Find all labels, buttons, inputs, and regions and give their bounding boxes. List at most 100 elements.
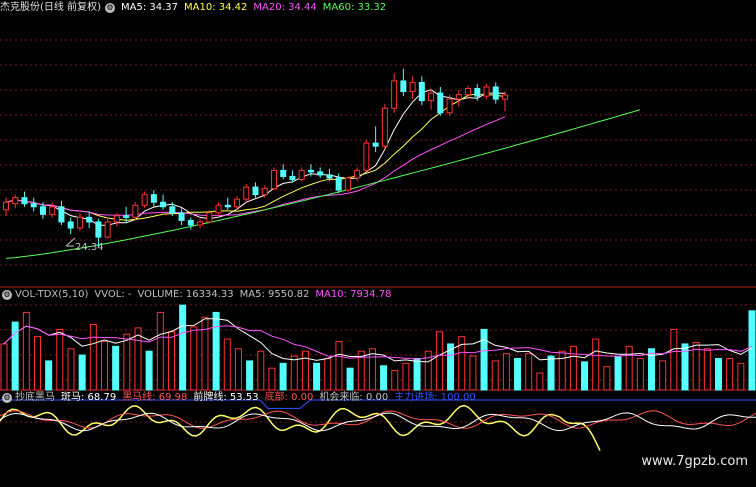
settings-gear-icon[interactable]: ⚙ — [2, 289, 12, 300]
volume-bar — [480, 328, 488, 391]
ma5-line — [5, 89, 506, 226]
volume-bar — [134, 327, 142, 391]
volume-bar — [78, 354, 86, 391]
candle-body — [224, 204, 231, 208]
volume-bar — [469, 355, 477, 391]
volume_panel-legend-item: MA5: 9550.82 — [239, 289, 310, 300]
candle-body — [400, 80, 407, 93]
low-price-marker: 24.34 — [65, 237, 104, 253]
indicator_panel-legend-item: 主力进场: 100.00 — [394, 392, 476, 403]
candle-body — [141, 194, 148, 206]
candle-body — [474, 88, 481, 97]
low-price-label: 24.34 — [75, 242, 104, 253]
candle-body — [215, 204, 222, 214]
volume-average-lines — [3, 318, 753, 363]
volume-bar — [502, 353, 510, 391]
candle-body — [428, 92, 435, 102]
price-legend: 杰克股份(日线 前复权) ⚙ MA5: 34.37 MA10: 34.42 MA20… — [0, 0, 386, 15]
price_panel-legend-item: MA5: 34.37 — [120, 2, 178, 13]
candle-body — [391, 80, 398, 109]
price_panel-legend-item: MA10: 34.42 — [184, 2, 248, 13]
candlesticks — [3, 68, 508, 248]
volume-bar — [301, 350, 309, 391]
ma10-line — [5, 93, 506, 221]
watermark: www.7gpzb.com — [641, 454, 748, 469]
candle-body — [270, 169, 277, 190]
main-force-line — [0, 399, 756, 409]
volume-bar — [33, 336, 41, 391]
volume-bar — [703, 348, 711, 391]
volume-bar — [681, 343, 689, 391]
candle-body — [298, 169, 305, 180]
volume-bar — [569, 345, 577, 391]
volume-bar — [179, 304, 187, 391]
candle-body — [307, 169, 314, 173]
candle-body — [169, 206, 176, 214]
candle-body — [206, 212, 213, 223]
volume-bar — [726, 357, 734, 391]
volume-bar — [648, 348, 656, 391]
volume-bar — [201, 316, 209, 391]
volume-bar — [279, 362, 287, 391]
volume-bar — [212, 311, 220, 391]
volume-bar — [603, 366, 611, 391]
volume-bar — [368, 348, 376, 391]
volume-bar — [22, 311, 30, 391]
candle-body — [354, 169, 361, 179]
volume-bar — [67, 348, 75, 391]
volume-bar — [156, 311, 164, 391]
volume-bar — [536, 372, 544, 391]
candle-body — [234, 198, 241, 208]
ma60-line — [5, 109, 641, 259]
candle-body — [30, 203, 37, 208]
candle-body — [502, 94, 508, 100]
volume-bar — [391, 370, 399, 391]
indicator_panel-legend-item: 底部: 0.00 — [264, 392, 314, 403]
candle-body — [39, 206, 46, 215]
volume-bar — [547, 355, 555, 391]
settings-gear-icon[interactable]: ⚙ — [2, 392, 12, 403]
indicator_panel-legend-item: 斑马: 68.79 — [61, 392, 117, 403]
volume-bar — [246, 360, 254, 391]
volume-title: VOL-TDX(5,10) — [15, 289, 89, 300]
candle-body — [58, 206, 65, 223]
candle-body — [465, 88, 472, 96]
volume-bar — [112, 345, 120, 391]
candle-body — [67, 221, 74, 229]
candle-body — [113, 215, 120, 223]
candle-body — [104, 221, 111, 238]
volume-bar — [313, 362, 321, 391]
volume-bar — [89, 324, 97, 391]
candle-body — [132, 204, 139, 218]
volume-bar — [402, 362, 410, 391]
volume-bar — [234, 348, 242, 391]
volume-bar — [581, 361, 589, 391]
candle-body — [49, 206, 56, 215]
indicator-legend: ⚙ 抄底黑马 斑马: 68.79 黑马线: 69.98 前牌线: 53.53 底部: … — [0, 390, 476, 405]
volume-bar — [659, 360, 667, 391]
volume-bar — [100, 341, 108, 391]
volume-ma10-line — [3, 325, 753, 360]
candle-body — [326, 174, 333, 179]
black-horse-line — [0, 410, 756, 429]
volume-bar — [525, 353, 533, 391]
volume-bar — [424, 350, 432, 391]
volume-bar — [190, 326, 198, 391]
volume-bar — [614, 356, 622, 391]
candle-body — [280, 169, 287, 177]
candle-body — [252, 186, 259, 196]
volume-bar — [45, 360, 53, 391]
candle-body — [76, 216, 83, 229]
volume-bar — [625, 345, 633, 391]
candle-body — [381, 107, 388, 147]
volume_panel-legend-item: VOLUME: 16334.33 — [137, 289, 234, 300]
candle-body — [289, 175, 296, 180]
settings-gear-icon[interactable]: ⚙ — [104, 2, 115, 13]
indicator_panel-legend-item: 机会来临: 0.00 — [319, 392, 389, 403]
candle-body — [12, 197, 19, 205]
volume-bar — [514, 357, 522, 391]
volume-bar — [268, 367, 276, 391]
candle-body — [243, 186, 250, 200]
volume-bar — [558, 350, 566, 391]
